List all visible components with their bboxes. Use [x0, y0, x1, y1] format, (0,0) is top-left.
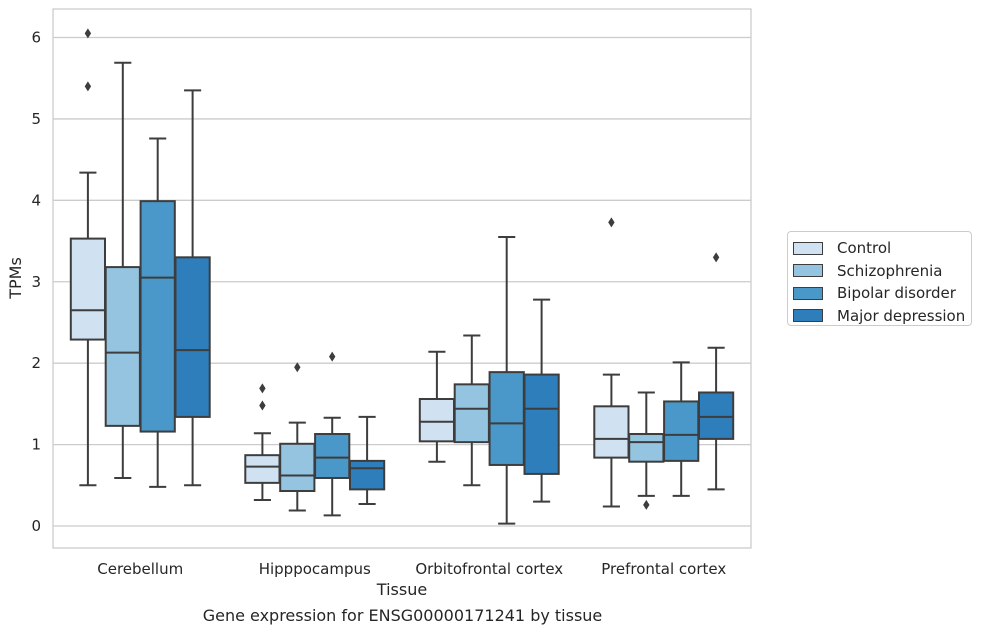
outlier-point	[329, 351, 336, 362]
y-tick-label: 4	[31, 191, 41, 209]
box	[104, 266, 141, 427]
box-group	[139, 137, 176, 488]
boxes	[69, 28, 735, 525]
outlier-point	[84, 81, 92, 92]
box	[314, 433, 351, 479]
outlier-point	[259, 400, 266, 411]
y-tick-label: 5	[31, 110, 41, 128]
legend-swatch	[793, 241, 823, 255]
legend-swatch	[793, 309, 823, 323]
y-tick-label: 2	[31, 354, 41, 372]
box-group	[523, 298, 560, 503]
legend-item: Control	[793, 237, 971, 260]
legend-label: Major depression	[837, 306, 966, 325]
box	[174, 256, 211, 418]
y-tick-label: 3	[31, 273, 41, 291]
box-group	[628, 391, 665, 510]
box	[628, 433, 665, 463]
legend-item: Bipolar disorder	[793, 282, 971, 305]
legend-label: Bipolar disorder	[837, 284, 956, 303]
x-tick-label: Orbitofrontal cortex	[415, 560, 563, 578]
legend-swatch	[793, 264, 823, 278]
box	[697, 391, 735, 440]
box-group	[488, 235, 525, 525]
outlier-point	[259, 383, 266, 394]
box	[244, 454, 281, 484]
x-tick-label: Hipppocampus	[259, 560, 371, 578]
x-tick-labels: Cerebellum Hipppocampus Orbitofrontal cort…	[97, 560, 726, 578]
box	[523, 373, 560, 475]
figure-caption: Gene expression for ENSG00000171241 by t…	[202, 606, 603, 625]
legend-label: Control	[837, 239, 892, 258]
legend-item: Major depression	[793, 305, 971, 328]
box-group	[418, 350, 456, 463]
box-group	[314, 351, 351, 517]
y-tick-label: 0	[31, 517, 41, 535]
box-group	[697, 252, 735, 491]
legend-swatch	[793, 286, 823, 300]
box-group	[663, 361, 700, 497]
x-axis-label: Tissue	[376, 580, 427, 599]
box	[418, 398, 456, 443]
box-group	[593, 217, 630, 508]
box-group	[244, 383, 281, 501]
box	[69, 237, 107, 341]
x-tick-label: Prefrontal cortex	[601, 560, 726, 578]
box	[663, 400, 700, 462]
outlier-point	[643, 499, 650, 510]
box	[279, 442, 316, 493]
box	[593, 405, 630, 459]
box-group	[453, 334, 490, 487]
box-group	[174, 89, 211, 487]
box	[488, 371, 525, 466]
box	[139, 200, 176, 433]
y-tick-label: 6	[31, 28, 41, 46]
legend-label: Schizophrenia	[837, 261, 943, 280]
box-group	[348, 415, 386, 506]
y-tick-labels: 0 1 2 3 4 5 6	[31, 28, 41, 535]
y-tick-label: 1	[31, 436, 41, 454]
box-group	[69, 28, 107, 487]
box-group	[279, 362, 316, 512]
box	[348, 459, 386, 491]
y-axis-label: TPMs	[6, 257, 25, 300]
outlier-point	[84, 28, 92, 39]
legend: Control Schizophrenia Bipolar disorder Majo…	[787, 231, 972, 326]
box	[453, 383, 490, 444]
box-group	[104, 61, 141, 479]
outlier-point	[608, 217, 615, 228]
outlier-point	[294, 362, 301, 373]
x-tick-label: Cerebellum	[97, 560, 183, 578]
outlier-point	[712, 252, 720, 263]
plot-frame	[52, 8, 752, 549]
legend-item: Schizophrenia	[793, 260, 971, 283]
